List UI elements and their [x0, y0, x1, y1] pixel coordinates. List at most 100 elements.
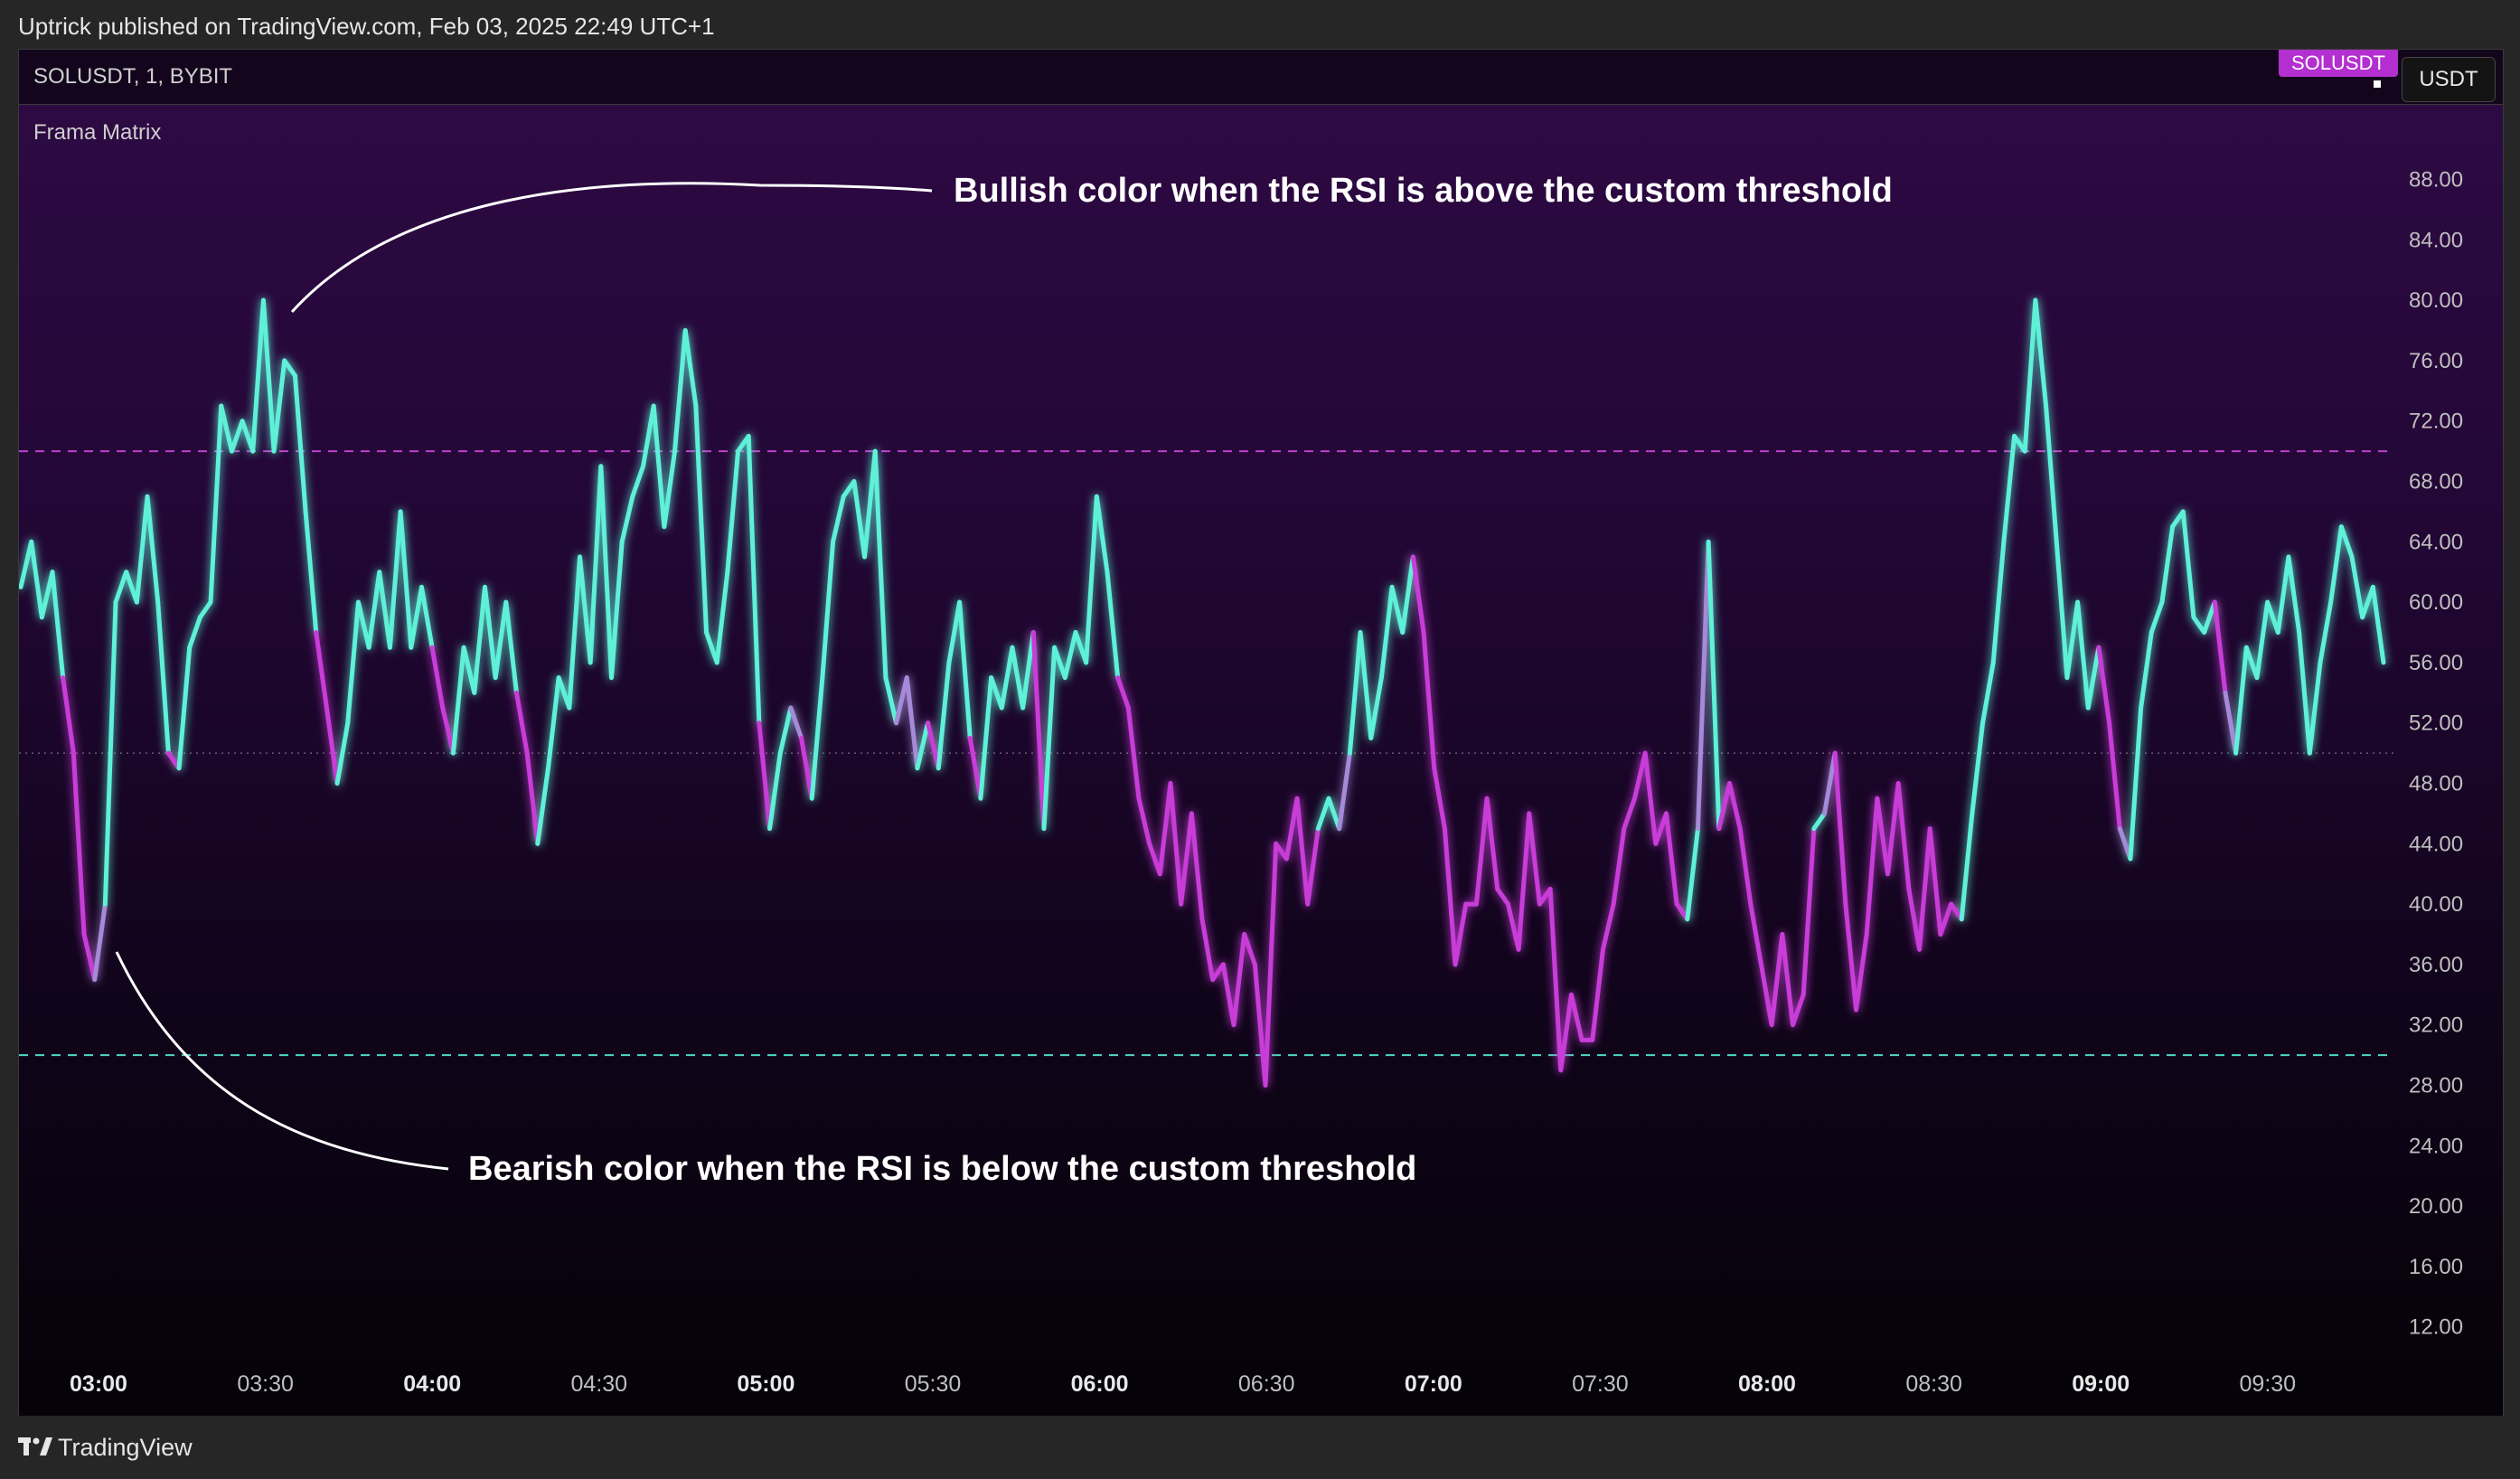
rsi-segment	[1832, 750, 1848, 907]
rsi-segment	[2096, 645, 2112, 726]
rsi-segment	[630, 464, 646, 499]
rsi-segment	[1822, 750, 1838, 816]
rsi-segment	[1410, 554, 1426, 635]
rsi-segment	[535, 766, 550, 846]
rsi-segment	[1284, 796, 1300, 862]
rsi-segment	[1600, 901, 1616, 952]
rsi-segment	[398, 509, 414, 650]
rsi-segment	[1938, 901, 1954, 937]
x-tick-label: 08:30	[1905, 1371, 1962, 1397]
currency-unit-button[interactable]: USDT	[2402, 57, 2496, 102]
rsi-segment	[651, 403, 667, 530]
rsi-segment	[219, 403, 234, 454]
x-tick-label: 05:00	[737, 1371, 795, 1397]
rsi-segment	[1864, 796, 1880, 937]
indicator-label[interactable]: Frama Matrix	[33, 120, 162, 145]
rsi-segment	[461, 645, 477, 695]
symbol-price-badge: SOLUSDT	[2279, 50, 2398, 77]
rsi-segment	[39, 570, 55, 620]
rsi-segment	[693, 403, 710, 635]
rsi-segment	[1516, 811, 1532, 952]
x-tick-label: 04:30	[571, 1371, 628, 1397]
rsi-segment	[1758, 962, 1774, 1028]
rsi-segment	[92, 901, 108, 983]
rsi-segment	[355, 599, 371, 650]
x-tick-label: 03:30	[237, 1371, 294, 1397]
rsi-segment	[1843, 901, 1859, 1013]
rsi-segment	[503, 599, 519, 695]
y-tick-label: 76.00	[2409, 349, 2463, 373]
rsi-segment	[1389, 584, 1406, 635]
rsi-segment	[377, 570, 392, 650]
y-tick-label: 44.00	[2409, 832, 2463, 856]
rsi-segment	[229, 419, 245, 454]
rsi-segment	[1959, 811, 1975, 922]
rsi-segment	[926, 721, 941, 771]
rsi-segment	[894, 675, 909, 726]
rsi-segment	[1685, 826, 1700, 922]
y-tick-label: 60.00	[2409, 590, 2463, 615]
chart-pane[interactable]: 88.00 84.00 80.00 76.00 72.00 68.00 64.00 60.00…	[18, 49, 2504, 1418]
rsi-segment	[936, 660, 952, 771]
rsi-segment	[2191, 615, 2207, 635]
rsi-segment	[387, 509, 403, 650]
rsi-segment	[2139, 630, 2154, 711]
rsi-series	[19, 297, 2386, 1088]
rsi-segment	[2307, 660, 2323, 756]
rsi-segment	[2075, 599, 2091, 711]
rsi-segment	[1917, 826, 1932, 952]
rsi-segment	[957, 599, 973, 740]
rsi-segment	[260, 297, 277, 454]
rsi-chart-svg[interactable]: 88.00 84.00 80.00 76.00 72.00 68.00 64.00 60.00…	[19, 50, 2503, 1417]
y-tick-label: 84.00	[2409, 228, 2463, 252]
rsi-segment	[81, 932, 98, 983]
rsi-segment	[883, 675, 899, 726]
rsi-segment	[2044, 403, 2059, 544]
rsi-segment	[524, 750, 541, 846]
rsi-segment	[2001, 433, 2017, 544]
rsi-segment	[609, 539, 625, 681]
rsi-segment	[1378, 584, 1395, 681]
rsi-segment	[967, 735, 983, 801]
rsi-segment	[672, 328, 688, 454]
rsi-segment	[2328, 524, 2344, 605]
rsi-segment	[314, 630, 329, 711]
rsi-segment	[641, 403, 656, 469]
rsi-segment	[1136, 796, 1152, 846]
bearish-annotation: Bearish color when the RSI is below the …	[468, 1150, 1416, 1188]
rsi-segment	[1970, 721, 1986, 816]
rsi-segment	[1927, 826, 1943, 937]
rsi-segment	[2370, 584, 2386, 665]
rsi-segment	[2233, 645, 2249, 756]
rsi-segment	[1780, 932, 1795, 1028]
rsi-segment	[1769, 932, 1785, 1028]
rsi-segment	[155, 599, 171, 756]
rsi-segment	[292, 373, 308, 514]
rsi-segment	[1421, 630, 1437, 771]
rsi-segment	[440, 705, 456, 756]
x-tick-label: 06:30	[1238, 1371, 1295, 1397]
rsi-segment	[1052, 645, 1067, 681]
rsi-segment	[1737, 826, 1754, 907]
rsi-segment	[102, 599, 118, 907]
y-tick-label: 20.00	[2409, 1194, 2463, 1219]
rsi-segment	[1875, 796, 1891, 877]
rsi-segment	[1484, 796, 1500, 891]
tradingview-brand[interactable]: TradingView	[58, 1434, 193, 1461]
rsi-segment	[725, 448, 741, 575]
rsi-segment	[862, 448, 878, 560]
badge-dot	[2374, 80, 2381, 88]
rsi-segment	[1231, 932, 1247, 1028]
rsi-segment	[588, 464, 604, 665]
rsi-segment	[513, 690, 530, 756]
rsi-segment	[1010, 645, 1026, 711]
symbol-label[interactable]: SOLUSDT, 1, BYBIT	[33, 64, 233, 89]
y-tick-label: 16.00	[2409, 1255, 2463, 1279]
y-tick-label: 72.00	[2409, 410, 2463, 434]
rsi-segment	[1294, 796, 1311, 907]
rsi-segment	[334, 721, 351, 786]
rsi-segment	[250, 297, 266, 454]
rsi-segment	[1558, 992, 1574, 1073]
rsi-segment	[1726, 781, 1743, 832]
rsi-segment	[2338, 524, 2355, 560]
